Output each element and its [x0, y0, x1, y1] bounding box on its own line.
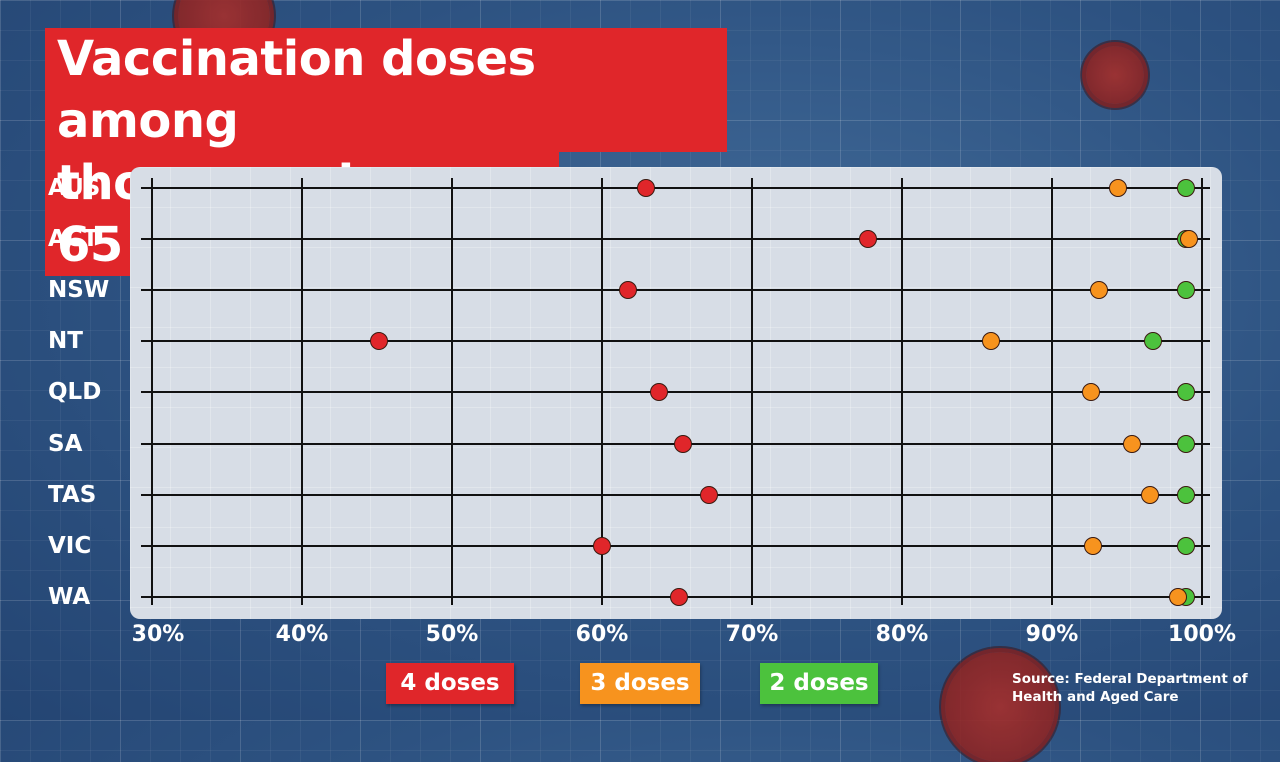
data-point-3-doses	[1109, 179, 1127, 197]
data-point-3-doses	[1122, 434, 1141, 453]
source-note: Source: Federal Department of Health and…	[1012, 670, 1248, 706]
row-label: VIC	[48, 532, 92, 559]
data-point-3-doses	[1169, 587, 1187, 606]
row-label: QLD	[48, 379, 102, 406]
data-point-2-doses	[1176, 434, 1195, 453]
gridline-row	[141, 493, 1210, 496]
data-point-3-doses	[1082, 383, 1100, 402]
x-tick-label: 80%	[875, 622, 929, 647]
data-point-4-doses	[674, 434, 692, 453]
data-point-3-doses	[1089, 281, 1108, 300]
x-tick-label: 50%	[425, 622, 479, 647]
row-label: ACT	[48, 226, 99, 253]
data-point-2-doses	[1176, 281, 1195, 300]
x-tick-label: 100%	[1168, 622, 1236, 647]
data-point-4-doses	[618, 281, 637, 300]
data-point-3-doses	[981, 332, 1000, 351]
gridline-row	[141, 187, 1210, 189]
x-tick-label: 90%	[1025, 622, 1079, 647]
row-label: NSW	[48, 277, 110, 304]
title-line-1: Vaccination doses among	[45, 28, 727, 152]
row-label: SA	[48, 430, 83, 457]
data-point-3-doses	[1083, 536, 1102, 555]
virus-decoration-bottom	[945, 652, 1055, 762]
row-label: TAS	[48, 481, 97, 508]
x-tick-label: 40%	[275, 622, 329, 647]
legend-4-doses: 4 doses	[386, 663, 514, 704]
data-point-2-doses	[1176, 485, 1195, 504]
gridline-row	[141, 391, 1210, 394]
data-point-2-doses	[1176, 536, 1195, 555]
x-tick-label: 60%	[575, 622, 629, 647]
data-point-3-doses	[1179, 230, 1198, 249]
data-point-4-doses	[699, 485, 718, 504]
gridline-row	[141, 238, 1210, 241]
x-tick-label: 30%	[131, 622, 185, 647]
data-point-2-doses	[1176, 383, 1195, 402]
legend-2-doses: 2 doses	[760, 663, 878, 704]
row-label: WA	[48, 583, 91, 610]
source-line-2: Health and Aged Care	[1012, 689, 1179, 705]
data-point-4-doses	[593, 536, 611, 555]
data-point-4-doses	[858, 230, 877, 249]
data-point-4-doses	[669, 587, 688, 606]
data-point-2-doses	[1143, 332, 1162, 351]
gridline-row	[141, 544, 1210, 547]
row-label: AUS	[48, 175, 101, 201]
row-label: NT	[48, 328, 83, 355]
gridline-row	[141, 289, 1210, 292]
virus-decoration-right	[1086, 46, 1144, 104]
data-point-3-doses	[1140, 485, 1159, 504]
data-point-2-doses	[1176, 179, 1195, 197]
x-tick-label: 70%	[725, 622, 779, 647]
legend-3-doses: 3 doses	[580, 663, 700, 704]
data-point-4-doses	[650, 383, 668, 402]
source-line-1: Source: Federal Department of	[1012, 671, 1248, 687]
data-point-4-doses	[369, 332, 388, 351]
data-point-4-doses	[636, 179, 655, 197]
gridline-row	[141, 340, 1210, 343]
